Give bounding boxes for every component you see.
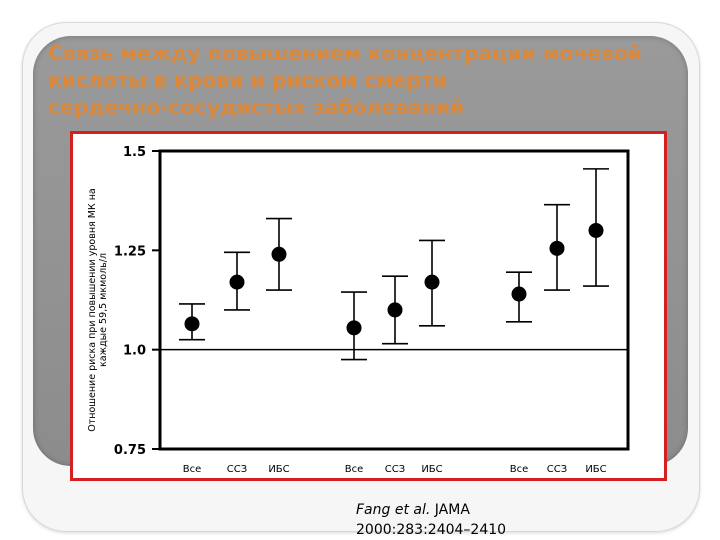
chart-frame: 1.5 1.25 1.0 0.75 Отношение риска при повыше… bbox=[70, 131, 667, 481]
title-line: Связь между повышением концентрации моче… bbox=[48, 41, 643, 65]
x-category-label: Все bbox=[183, 464, 202, 475]
x-category-label: ИБС bbox=[421, 464, 442, 475]
citation-authors: Fang et al. bbox=[356, 502, 431, 518]
citation-reference: 2000:283:2404–2410 bbox=[356, 522, 507, 538]
x-category-label: Все bbox=[345, 464, 364, 475]
data-point bbox=[387, 302, 403, 318]
slide-title: Связь между повышением концентрации моче… bbox=[48, 40, 708, 121]
citation-line-1: Fang et al. JAMA bbox=[356, 500, 506, 520]
data-point bbox=[511, 286, 527, 302]
data-point bbox=[549, 240, 565, 256]
x-category-label: ИБС bbox=[268, 464, 289, 475]
data-point bbox=[346, 320, 362, 336]
x-category-label: Все bbox=[510, 464, 529, 475]
x-category-label: ССЗ bbox=[385, 464, 405, 475]
plot-frame bbox=[158, 149, 630, 451]
y-tick-label: 1.0 bbox=[123, 344, 146, 359]
x-category-label: ССЗ bbox=[547, 464, 567, 475]
y-axis-label: Отношение риска при повышении уровня МК … bbox=[87, 188, 98, 432]
y-tick-label: 1.5 bbox=[123, 145, 146, 160]
y-axis-label: каждые 59,5 мкмоль/л bbox=[98, 253, 109, 367]
y-tick-label: 1.25 bbox=[114, 244, 146, 259]
citation-journal: JAMA bbox=[430, 502, 470, 518]
data-point bbox=[588, 222, 604, 238]
title-line: кислоты в крови и риском смерти bbox=[48, 68, 448, 92]
x-category-label: ССЗ bbox=[227, 464, 247, 475]
data-point bbox=[229, 274, 245, 290]
data-point bbox=[184, 316, 200, 332]
y-tick-label: 0.75 bbox=[114, 443, 146, 458]
chart-svg: 1.5 1.25 1.0 0.75 Отношение риска при повыше… bbox=[87, 145, 630, 475]
data-point bbox=[271, 246, 287, 262]
data-point bbox=[424, 274, 440, 290]
citation: Fang et al. JAMA 2000:283:2404–2410 bbox=[356, 500, 506, 540]
title-line: сердечно-сосудистых заболеваний bbox=[48, 95, 465, 119]
x-category-label: ИБС bbox=[585, 464, 606, 475]
